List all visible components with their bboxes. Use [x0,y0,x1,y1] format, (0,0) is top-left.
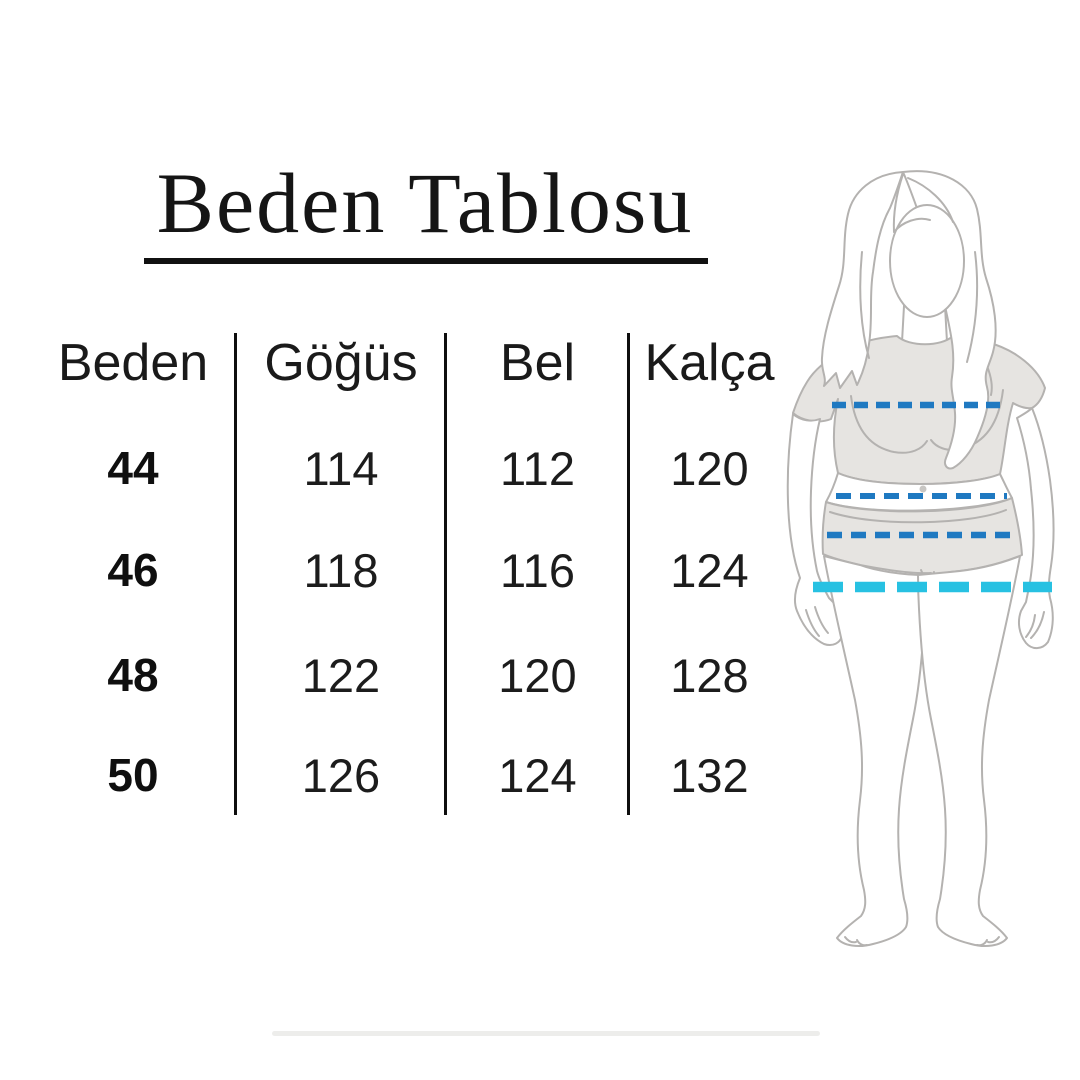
bottom-separator-line [272,1031,820,1036]
table-row: 48 122 120 128 [30,625,790,725]
table-header-row: Beden Göğüs Bel Kalça [30,318,790,408]
cell-hip: 120 [670,441,749,495]
cell-hip: 124 [670,543,749,597]
figure-left-leg [823,555,927,947]
figure-navel [919,485,927,493]
table-row: 50 126 124 132 [30,725,790,825]
cell-waist: 124 [498,748,577,802]
table-row: 44 114 112 120 [30,418,790,518]
column-divider [234,333,237,815]
cell-waist: 120 [498,648,577,702]
cell-hip: 128 [670,648,749,702]
cell-chest: 126 [301,748,381,802]
cell-hip: 132 [670,748,749,802]
figure-face [889,204,965,318]
cell-size: 50 [107,749,159,801]
table-row: 46 118 116 124 [30,520,790,620]
cell-size: 44 [107,442,159,494]
body-measurement-figure [786,170,1055,947]
figure-right-leg [917,555,1021,947]
title-underline [144,258,708,264]
header-hip: Kalça [644,334,775,392]
cell-size: 48 [107,649,159,701]
column-divider [627,333,630,815]
figure-right-arm [1016,407,1055,650]
figure-hair-left [820,171,904,389]
header-chest: Göğüs [264,334,418,392]
cell-waist: 112 [500,441,575,495]
column-divider [444,333,447,815]
page-title: Beden Tablosu [156,155,694,251]
cell-waist: 116 [500,543,575,597]
cell-chest: 122 [301,648,381,702]
cell-chest: 114 [303,441,379,495]
header-size: Beden [57,334,209,392]
cell-chest: 118 [303,543,379,597]
cell-size: 46 [107,544,159,596]
header-waist: Bel [499,334,576,392]
